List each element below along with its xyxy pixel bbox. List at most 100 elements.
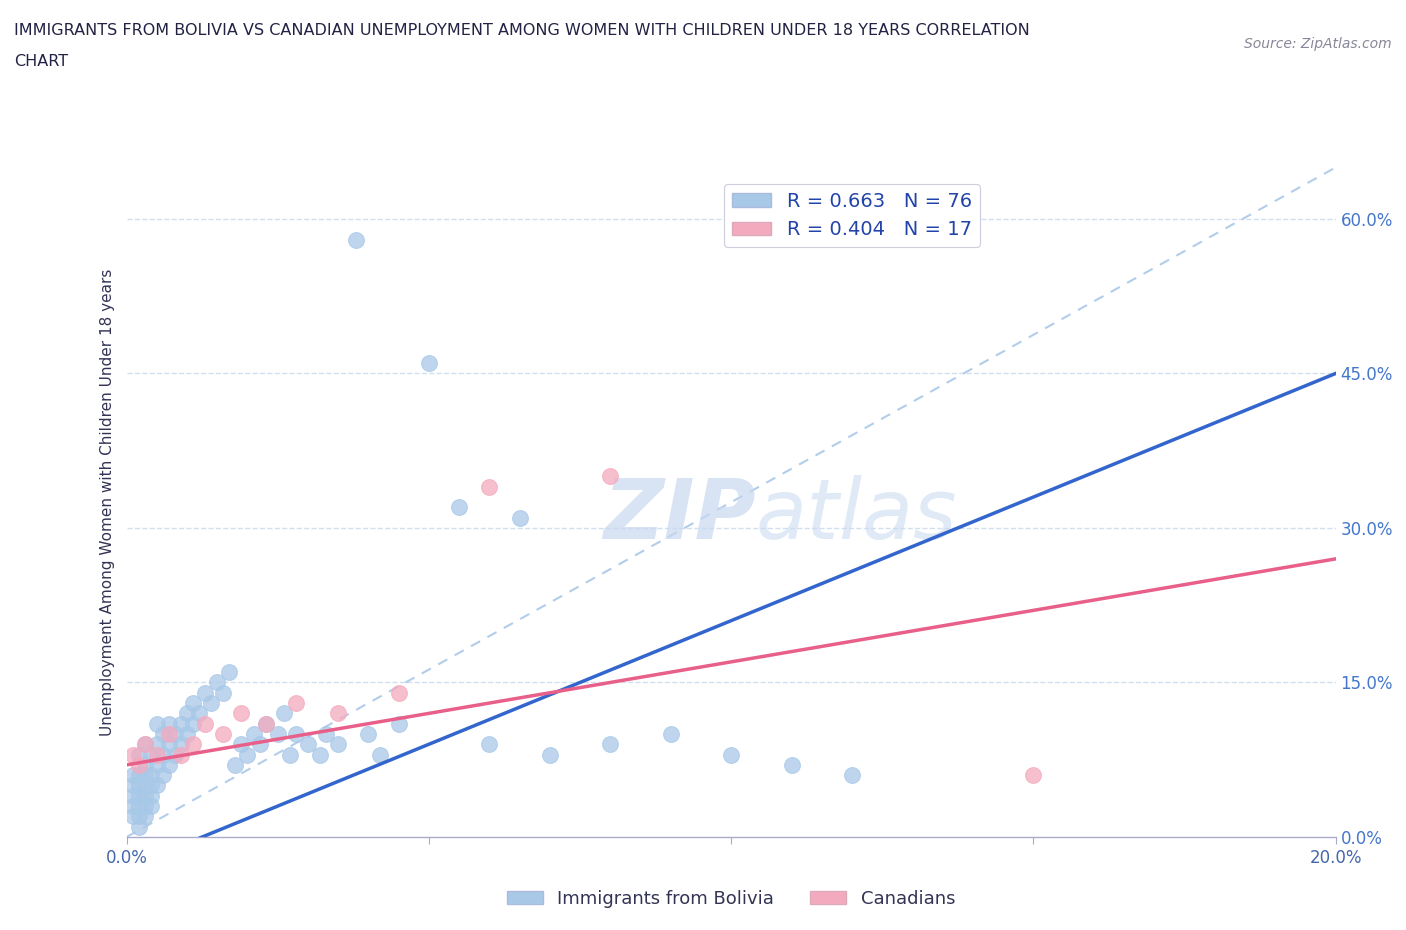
Point [163, 747, 186, 762]
Point [326, 706, 350, 721]
Point [388, 685, 411, 700]
Point [1022, 768, 1045, 783]
Point [139, 778, 162, 793]
Point [139, 768, 162, 783]
Point [478, 737, 501, 751]
Point [134, 809, 156, 824]
Point [146, 747, 169, 762]
Point [121, 809, 143, 824]
Point [146, 778, 169, 793]
Point [194, 685, 217, 700]
Point [134, 757, 156, 772]
Point [267, 726, 290, 741]
Point [170, 747, 193, 762]
Point [128, 809, 150, 824]
Point [128, 789, 150, 804]
Point [370, 747, 392, 762]
Point [205, 675, 228, 690]
Point [231, 706, 253, 721]
Point [315, 726, 337, 741]
Point [297, 737, 319, 751]
Point [157, 757, 180, 772]
Point [152, 747, 174, 762]
Point [181, 716, 204, 731]
Point [121, 799, 143, 814]
Point [139, 747, 162, 762]
Point [212, 726, 235, 741]
Point [163, 726, 186, 741]
Point [176, 726, 198, 741]
Point [242, 726, 264, 741]
Point [134, 799, 156, 814]
Point [780, 757, 803, 772]
Point [212, 685, 235, 700]
Point [200, 696, 222, 711]
Point [231, 737, 253, 751]
Point [170, 716, 193, 731]
Point [418, 355, 440, 370]
Point [284, 726, 307, 741]
Point [157, 716, 180, 731]
Point [128, 747, 150, 762]
Point [538, 747, 561, 762]
Point [157, 726, 180, 741]
Point [134, 737, 156, 751]
Text: CHART: CHART [14, 54, 67, 69]
Point [326, 737, 350, 751]
Point [139, 799, 162, 814]
Point [659, 726, 682, 741]
Point [344, 232, 367, 247]
Point [599, 737, 621, 751]
Point [128, 778, 150, 793]
Point [224, 757, 246, 772]
Text: atlas: atlas [755, 475, 957, 556]
Point [254, 716, 277, 731]
Point [152, 726, 174, 741]
Point [181, 737, 204, 751]
Point [134, 789, 156, 804]
Point [128, 757, 150, 772]
Text: Source: ZipAtlas.com: Source: ZipAtlas.com [1244, 37, 1392, 51]
Point [121, 747, 143, 762]
Point [128, 799, 150, 814]
Point [841, 768, 863, 783]
Point [146, 737, 169, 751]
Text: IMMIGRANTS FROM BOLIVIA VS CANADIAN UNEMPLOYMENT AMONG WOMEN WITH CHILDREN UNDER: IMMIGRANTS FROM BOLIVIA VS CANADIAN UNEM… [14, 23, 1029, 38]
Point [134, 768, 156, 783]
Text: ZIP: ZIP [603, 475, 755, 556]
Legend: Immigrants from Bolivia, Canadians: Immigrants from Bolivia, Canadians [499, 883, 963, 915]
Point [188, 706, 211, 721]
Point [720, 747, 742, 762]
Point [218, 665, 240, 680]
Point [121, 768, 143, 783]
Point [146, 757, 169, 772]
Point [170, 737, 193, 751]
Point [478, 479, 501, 494]
Point [181, 696, 204, 711]
Point [176, 706, 198, 721]
Point [509, 511, 531, 525]
Point [388, 716, 411, 731]
Point [273, 706, 295, 721]
Point [254, 716, 277, 731]
Point [599, 469, 621, 484]
Point [284, 696, 307, 711]
Point [128, 768, 150, 783]
Point [447, 500, 470, 515]
Point [278, 747, 301, 762]
Point [121, 789, 143, 804]
Point [134, 778, 156, 793]
Point [157, 737, 180, 751]
Point [134, 737, 156, 751]
Point [128, 819, 150, 834]
Point [139, 789, 162, 804]
Point [309, 747, 332, 762]
Point [121, 778, 143, 793]
Y-axis label: Unemployment Among Women with Children Under 18 years: Unemployment Among Women with Children U… [100, 269, 115, 736]
Point [249, 737, 271, 751]
Point [236, 747, 259, 762]
Point [146, 716, 169, 731]
Point [152, 768, 174, 783]
Point [194, 716, 217, 731]
Point [357, 726, 380, 741]
